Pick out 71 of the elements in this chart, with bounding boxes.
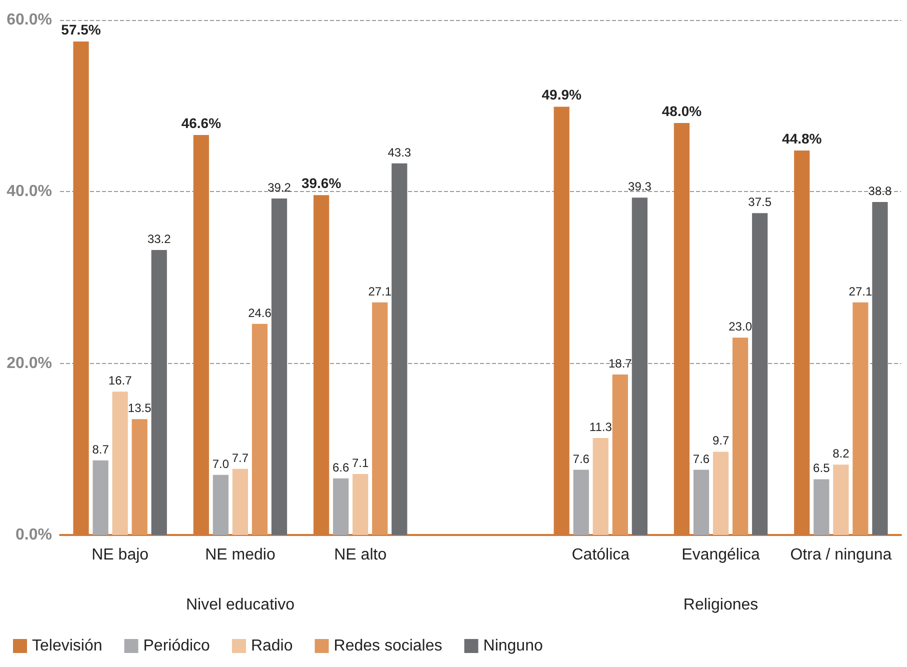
bar [592,438,608,535]
data-label: 16.7 [108,374,132,388]
bar [752,213,768,535]
bar [612,374,628,535]
y-tick-label: 60.0% [6,12,52,28]
x-tick-label: Católica [572,546,630,564]
data-label: 37.5 [748,195,772,210]
bar [852,302,868,535]
legend-label: Televisión [32,638,102,654]
data-label: 7.6 [572,452,590,466]
data-label: 49.9% [542,86,582,103]
data-label: 9.7 [712,434,730,448]
legend-label: Ninguno [483,638,543,654]
data-label: 44.8% [782,130,822,146]
bar [814,479,830,535]
bar [352,474,368,535]
y-tick-label: 40.0% [6,183,52,200]
data-label: 6.6 [332,460,350,474]
bar [112,392,128,535]
data-label: 33.2 [147,232,172,246]
data-label: 11.3 [589,420,612,434]
legend-label: Periódico [143,638,210,654]
bar [333,478,349,535]
bar [212,474,228,535]
bar [573,470,589,535]
legend-label: Radio [250,638,293,654]
bar [271,198,288,535]
data-label: 43.3 [388,145,412,160]
y-tick-label: 20.0% [6,354,52,372]
data-label: 18.7 [608,356,632,370]
data-label: 8.2 [832,446,850,461]
text: Religiones [683,596,758,614]
bar [833,464,849,535]
x-tick-label: Evangélica [682,546,760,564]
bar [732,338,748,535]
data-label: 13.5 [128,401,152,416]
bar [372,302,388,535]
data-label: 46.6% [181,115,222,132]
data-label: 7.1 [352,456,370,470]
bar [872,202,888,535]
x-tick-label: NE alto [334,546,387,564]
text: Nivel educativo [186,596,295,614]
bar [92,460,108,535]
y-tick-label: 0.0% [16,526,52,544]
bar [632,198,648,535]
x-tick-label: NE medio [205,546,276,564]
data-label: 27.1 [848,284,872,298]
data-label: 8.7 [92,442,110,456]
data-label: 7.6 [692,452,710,466]
x-tick-label: NE bajo [92,546,149,564]
bar [132,419,148,535]
bar [693,470,710,535]
data-label: 24.6 [248,306,272,320]
data-label: 7.7 [232,450,249,465]
x-tick-label: Otra / ninguna [790,546,892,564]
data-label: 27.1 [368,284,392,298]
data-label: 48.0% [662,103,702,119]
bar [151,250,167,535]
data-label: 39.6% [301,175,342,192]
data-label: 7.0 [212,456,230,471]
bar [712,452,729,535]
data-label: 23.0 [728,320,752,334]
bar [252,324,268,535]
legend-label: Redes sociales [334,638,442,654]
data-label: 39.3 [628,180,652,194]
data-label: 6.5 [813,461,830,476]
data-label: 38.8 [868,184,892,198]
data-label: 57.5% [61,21,102,38]
bar [392,163,408,535]
data-label: 39.2 [268,180,292,195]
bar [232,468,248,535]
